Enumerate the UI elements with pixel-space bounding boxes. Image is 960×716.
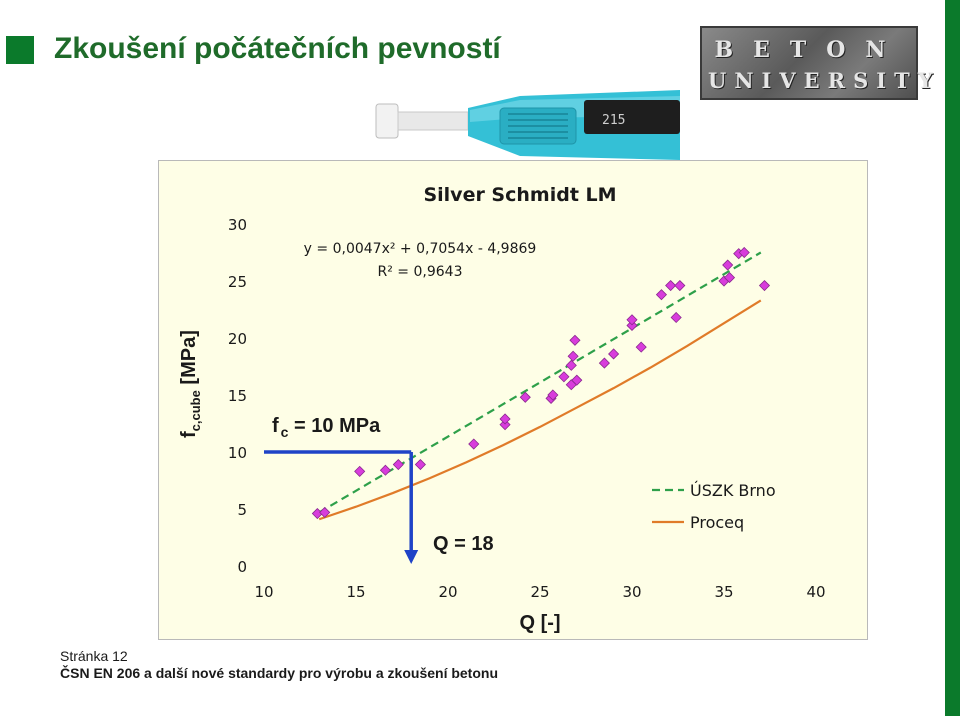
regression-equation: y = 0,0047x² + 0,7054x - 4,9869 bbox=[304, 241, 537, 257]
legend-label: Proceq bbox=[690, 513, 744, 532]
data-point bbox=[758, 279, 771, 292]
data-point bbox=[569, 334, 581, 346]
proceq-curve bbox=[318, 299, 762, 521]
data-point bbox=[723, 272, 736, 284]
x-tick-label: 30 bbox=[622, 583, 641, 601]
data-point bbox=[319, 506, 331, 518]
data-point bbox=[499, 419, 511, 431]
r-squared: R² = 0,9643 bbox=[378, 264, 463, 280]
legend-label: ÚSZK Brno bbox=[690, 481, 776, 500]
data-point bbox=[571, 374, 583, 386]
footer-page-number: Stránka 12 bbox=[60, 648, 128, 664]
data-point bbox=[738, 246, 750, 259]
y-tick-label: 25 bbox=[228, 273, 247, 291]
data-point bbox=[547, 389, 559, 401]
data-point bbox=[626, 319, 638, 332]
data-point bbox=[665, 279, 677, 292]
silver-schmidt-hammer-image: 215 bbox=[375, 90, 680, 160]
data-point bbox=[379, 464, 392, 476]
arrowhead bbox=[404, 550, 419, 564]
footer-text: ČSN EN 206 a další nové standardy pro vý… bbox=[60, 665, 498, 681]
data-point bbox=[598, 357, 610, 369]
data-point bbox=[567, 350, 579, 362]
y-tick-label: 5 bbox=[237, 501, 247, 519]
y-tick-label: 15 bbox=[228, 387, 247, 405]
data-point bbox=[468, 438, 480, 450]
data-point bbox=[608, 348, 620, 360]
q-annotation: Q = 18 bbox=[433, 533, 494, 555]
y-axis-label: fc,cube [MPa] bbox=[178, 330, 203, 438]
data-point bbox=[722, 259, 734, 271]
y-axis-label-main: f bbox=[178, 431, 200, 438]
x-tick-label: 15 bbox=[346, 583, 365, 601]
x-tick-label: 10 bbox=[254, 583, 273, 601]
y-tick-label: 30 bbox=[228, 216, 247, 234]
data-point bbox=[635, 341, 647, 353]
data-point bbox=[626, 314, 638, 326]
data-point bbox=[565, 359, 577, 371]
data-point bbox=[414, 458, 426, 471]
data-point bbox=[670, 311, 682, 324]
chart-area bbox=[158, 160, 868, 640]
logo-line-1: BETON bbox=[714, 37, 906, 63]
y-axis-label-unit: [MPa] bbox=[178, 330, 200, 385]
logo-line-2: UNIVERSITY bbox=[708, 68, 941, 93]
data-point bbox=[499, 413, 511, 425]
data-point bbox=[655, 289, 668, 301]
x-tick-label: 25 bbox=[530, 583, 549, 601]
x-tick-label: 35 bbox=[714, 583, 733, 601]
data-point bbox=[354, 465, 366, 477]
uszk-brno-trendline bbox=[318, 251, 762, 514]
y-tick-label: 20 bbox=[228, 330, 247, 348]
x-axis-label: Q [-] bbox=[519, 612, 560, 634]
device-readout: 215 bbox=[602, 113, 625, 128]
data-point bbox=[519, 391, 531, 403]
beton-university-logo: BETON UNIVERSITY bbox=[700, 26, 941, 100]
page-title: Zkoušení počátečních pevností bbox=[54, 32, 501, 65]
y-tick-label: 0 bbox=[237, 558, 247, 576]
y-axis-label-sub: c,cube bbox=[188, 390, 203, 432]
data-point bbox=[558, 371, 570, 383]
chart-title: Silver Schmidt LM bbox=[423, 184, 616, 206]
data-point bbox=[392, 458, 404, 471]
x-tick-label: 20 bbox=[438, 583, 457, 601]
data-point bbox=[674, 279, 686, 292]
right-accent-bar bbox=[945, 0, 960, 716]
x-tick-label: 40 bbox=[806, 583, 825, 601]
title-square-icon bbox=[6, 36, 34, 64]
y-tick-label: 10 bbox=[228, 444, 247, 462]
